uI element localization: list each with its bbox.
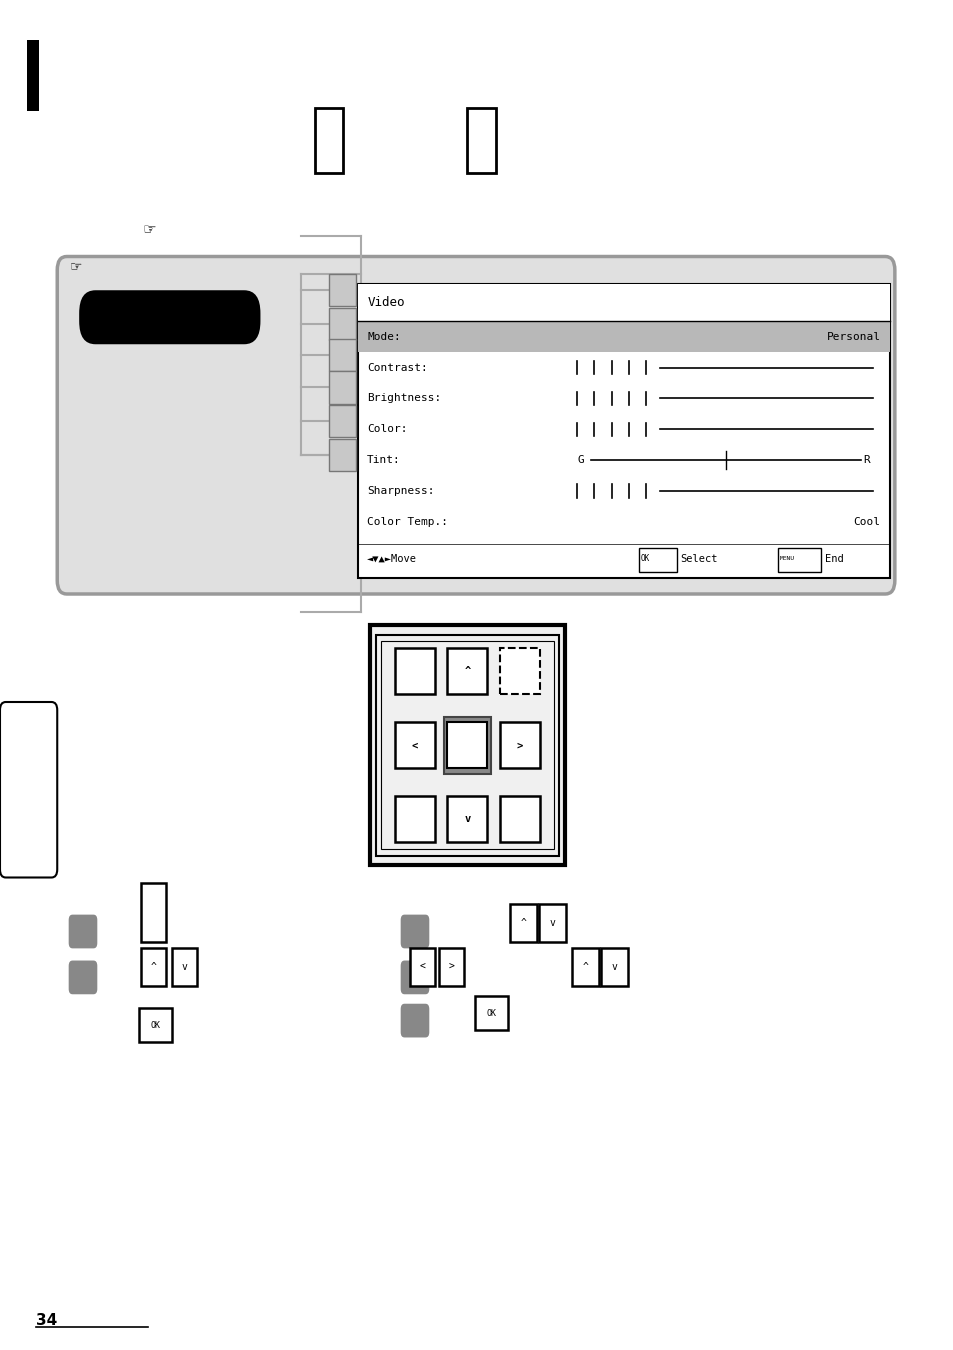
Text: MENU: MENU <box>779 556 794 562</box>
Text: Cool: Cool <box>853 517 880 526</box>
FancyBboxPatch shape <box>400 961 429 994</box>
Text: Personal: Personal <box>825 332 880 342</box>
Text: ☞: ☞ <box>70 259 82 273</box>
Bar <box>538 904 565 942</box>
Text: v: v <box>549 918 555 929</box>
Text: Mode:: Mode: <box>367 332 400 342</box>
Text: >: > <box>448 961 454 972</box>
Bar <box>410 948 435 986</box>
Text: ◄▼▲►Move: ◄▼▲►Move <box>367 554 416 564</box>
Bar <box>447 796 487 842</box>
Bar <box>329 371 355 404</box>
Text: v: v <box>181 961 187 972</box>
Bar <box>467 108 496 173</box>
FancyBboxPatch shape <box>400 1004 429 1037</box>
Bar <box>172 948 196 986</box>
Bar <box>443 717 491 774</box>
Text: ^: ^ <box>520 918 526 929</box>
FancyBboxPatch shape <box>0 702 57 878</box>
FancyBboxPatch shape <box>57 256 894 594</box>
Bar <box>375 634 558 856</box>
Bar <box>139 1008 172 1042</box>
Bar <box>395 796 435 842</box>
FancyBboxPatch shape <box>69 915 97 948</box>
Bar <box>395 648 435 694</box>
Bar <box>357 284 889 578</box>
Bar <box>600 948 627 986</box>
Text: End: End <box>824 554 843 564</box>
Bar <box>314 108 343 173</box>
Bar <box>510 904 537 942</box>
Text: >: > <box>517 740 522 751</box>
Text: Select: Select <box>679 554 717 564</box>
Bar <box>329 339 355 371</box>
Bar <box>369 625 564 865</box>
FancyBboxPatch shape <box>400 915 429 948</box>
FancyBboxPatch shape <box>69 961 97 994</box>
FancyBboxPatch shape <box>79 290 260 344</box>
Bar <box>27 40 39 111</box>
Text: Tint:: Tint: <box>367 455 400 466</box>
Text: Video: Video <box>367 296 404 309</box>
Bar <box>447 648 487 694</box>
Text: Color:: Color: <box>367 424 407 435</box>
Text: Color Temp.:: Color Temp.: <box>367 517 448 526</box>
Bar <box>357 284 889 321</box>
Bar <box>329 405 355 437</box>
Bar <box>475 996 507 1030</box>
Text: <: < <box>412 740 417 751</box>
Text: ^: ^ <box>151 961 156 972</box>
Text: G: G <box>577 455 583 466</box>
Text: ^: ^ <box>464 666 470 676</box>
Text: Contrast:: Contrast: <box>367 363 428 373</box>
Text: ^: ^ <box>582 961 588 972</box>
Bar <box>141 948 166 986</box>
Bar <box>438 948 463 986</box>
Bar <box>329 274 355 306</box>
Bar <box>329 439 355 471</box>
Bar <box>639 548 677 572</box>
Text: 34: 34 <box>36 1312 57 1328</box>
Text: ☞: ☞ <box>143 221 156 238</box>
Text: OK: OK <box>151 1021 160 1030</box>
Text: Brightness:: Brightness: <box>367 393 441 404</box>
Bar <box>777 548 821 572</box>
Bar <box>447 722 487 768</box>
Text: <: < <box>419 961 425 972</box>
Bar <box>329 308 355 340</box>
Text: v: v <box>611 961 617 972</box>
Bar <box>499 648 539 694</box>
Bar <box>499 722 539 768</box>
Bar <box>499 796 539 842</box>
Bar <box>395 722 435 768</box>
Text: Sharpness:: Sharpness: <box>367 486 435 495</box>
Text: OK: OK <box>640 555 650 563</box>
Text: OK: OK <box>486 1008 496 1018</box>
Bar <box>572 948 598 986</box>
Text: R: R <box>862 455 869 466</box>
Bar <box>357 321 889 352</box>
Bar <box>141 883 166 942</box>
Text: v: v <box>464 814 470 825</box>
Bar <box>381 641 553 849</box>
